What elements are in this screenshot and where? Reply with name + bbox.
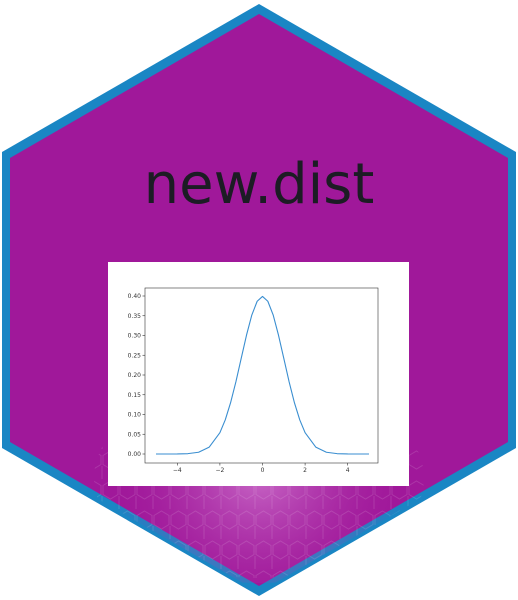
y-tick-label: 0.30 [128,333,142,340]
y-tick-label: 0.20 [128,372,142,379]
plot-frame [144,287,379,464]
x-tick-label: 0 [261,467,265,474]
y-tick-label: 0.25 [128,352,142,359]
x-axis-ticks: −4 −2 0 2 4 [173,463,350,474]
x-tick-label: 4 [346,467,350,474]
package-name: new.dist [143,152,375,217]
y-tick-label: 0.05 [128,431,142,438]
y-axis-ticks: 0.00 0.05 0.10 0.15 0.20 0.25 0.30 0.35 0.40 [128,293,145,458]
y-tick-label: 0.00 [128,451,142,458]
x-tick-label: −2 [215,467,224,474]
y-tick-label: 0.15 [128,392,142,399]
y-tick-label: 0.40 [128,293,142,300]
x-tick-label: 2 [303,467,307,474]
y-tick-label: 0.35 [128,313,142,320]
plot-panel: 0.00 0.05 0.10 0.15 0.20 0.25 0.30 0.35 0.40 −4−… [108,262,409,486]
density-plot: 0.000.050.100.150.200.250.300.350.40 −4−… [128,287,379,474]
density-curve [156,295,369,455]
y-tick-label: 0.10 [128,412,142,419]
x-tick-label: −4 [173,467,182,474]
